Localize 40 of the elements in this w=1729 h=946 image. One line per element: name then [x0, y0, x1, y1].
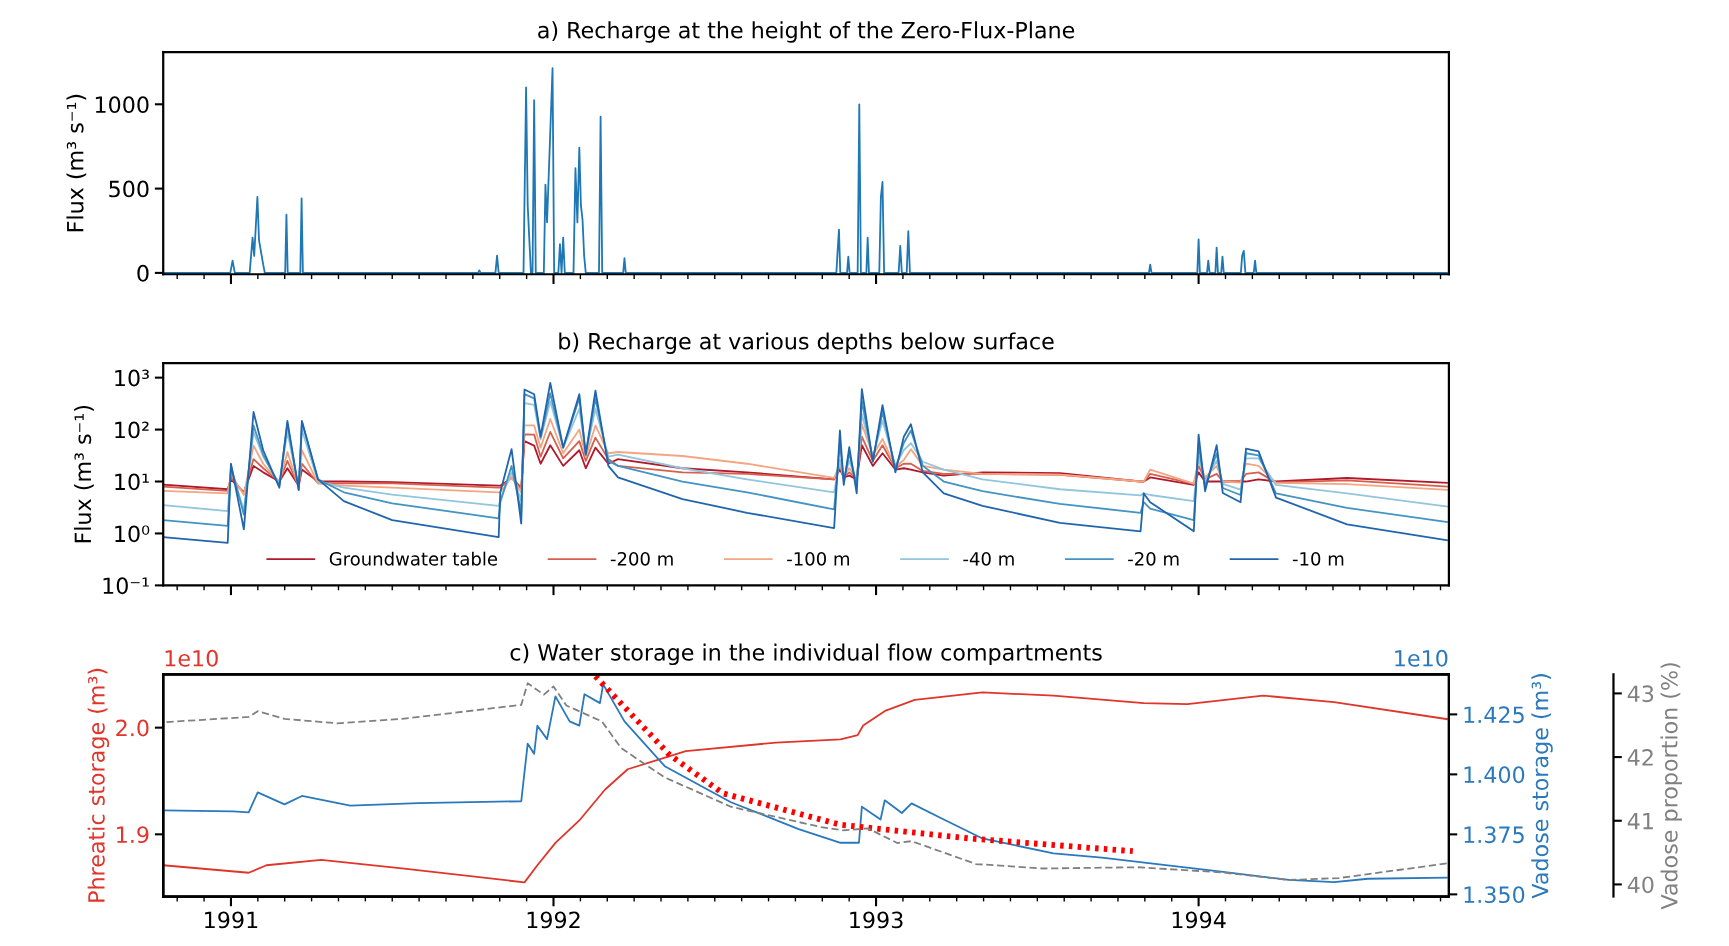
- y2-tick-label: 1.350: [1464, 886, 1525, 904]
- y-tick-label: 10⁻¹: [103, 577, 149, 595]
- y-tick-label: 1000: [95, 96, 149, 114]
- text: 1e10: [165, 649, 218, 667]
- y2-axis-title: Vadose storage (m³): [1531, 674, 1553, 899]
- y-axis-title: Flux (m³ s⁻¹): [74, 405, 94, 543]
- x-tick-label: 1994: [1172, 911, 1226, 929]
- y2-tick-label: 1.400: [1464, 766, 1525, 784]
- legend-label: -100 m: [787, 551, 849, 566]
- y-axis-title: Flux (m³ s⁻¹): [66, 94, 87, 232]
- chart-title: a) Recharge at the height of the Zero-Flux-Plane: [538, 21, 1075, 43]
- legend-label: -200 m: [610, 551, 673, 566]
- y-axis-title: Phreatic storage (m³): [87, 668, 110, 902]
- y-tick-label: 10¹: [115, 473, 149, 491]
- y-tick-label: 500: [109, 180, 149, 198]
- x-tick-label: 1991: [205, 911, 258, 929]
- y-tick-label: 1.9: [117, 826, 149, 844]
- line-series: [163, 418, 1448, 496]
- y-tick-label: 10⁰: [115, 525, 150, 543]
- y3-tick-label: 43: [1627, 685, 1654, 703]
- y-tick-label: 0: [137, 264, 149, 282]
- legend-label: -20 m: [1128, 551, 1179, 566]
- x-tick-label: 1993: [850, 911, 903, 929]
- chart-title: b) Recharge at various depths below surface: [559, 332, 1054, 354]
- y-tick-label: 10²: [115, 421, 149, 439]
- y-tick-label: 2.0: [116, 719, 149, 737]
- x-tick-label: 1992: [527, 911, 580, 929]
- legend-label: Groundwater table: [329, 551, 498, 566]
- legend-label: -40 m: [963, 551, 1014, 566]
- y3-tick-label: 40: [1627, 876, 1654, 894]
- legend-label: -10 m: [1292, 551, 1344, 566]
- y3-axis-title: Vadose proportion (%): [1660, 663, 1682, 910]
- line-series: [163, 382, 1448, 544]
- y3-tick-label: 41: [1627, 813, 1653, 830]
- y3-tick-label: 42: [1627, 749, 1653, 766]
- y-tick-label: 10³: [115, 369, 149, 387]
- text: 1e10: [1395, 649, 1448, 667]
- y2-tick-label: 1.425: [1464, 706, 1524, 724]
- chart-title: c) Water storage in the individual flow compartments: [510, 643, 1102, 666]
- y2-tick-label: 1.375: [1464, 826, 1524, 844]
